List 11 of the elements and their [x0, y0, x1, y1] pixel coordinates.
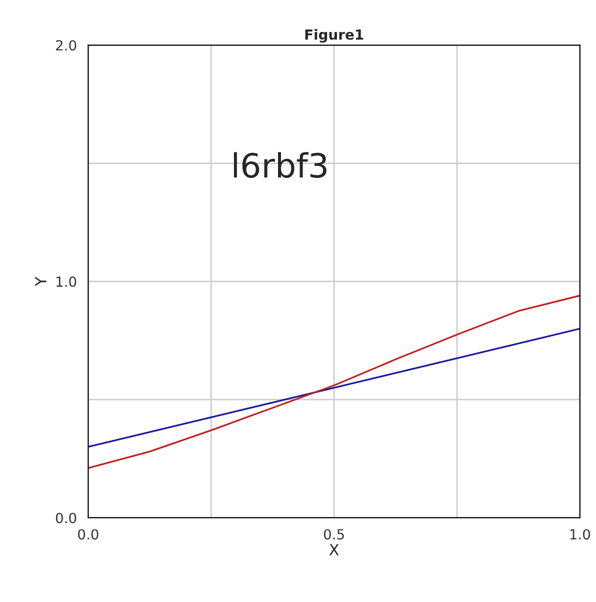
y-tick-label: 1.0 [56, 276, 76, 287]
x-tick-label: 0.0 [78, 529, 98, 540]
chart-title: Figure1 [305, 29, 364, 43]
y-tick-label: 0.0 [56, 512, 76, 524]
x-axis-title: X [329, 544, 339, 556]
line-series [88, 294, 580, 469]
y-tick-label: 2.0 [56, 40, 76, 51]
annotation: l6rbf3 [234, 152, 326, 178]
y-axis-title: Y [35, 276, 46, 286]
x-tick-label: 0.5 [324, 529, 344, 540]
x-tick-label: 1.0 [570, 529, 590, 540]
